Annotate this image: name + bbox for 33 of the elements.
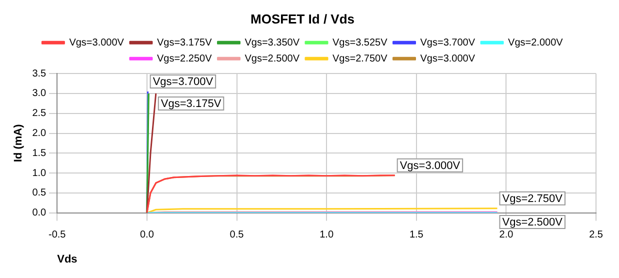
annotation: Vgs=3.175V — [160, 98, 222, 110]
x-tick-label: 2.5 — [589, 230, 604, 241]
legend-label: Vgs=3.175V — [156, 37, 212, 48]
x-tick-label: 1.5 — [409, 230, 424, 241]
x-tick-label: 0.0 — [140, 230, 154, 241]
annotation: Vgs=2.500V — [502, 216, 564, 229]
legend-label: Vgs=3.000V — [420, 53, 476, 64]
y-tick-label: 1.5 — [32, 148, 47, 159]
annotation: Vgs=3.700V — [152, 76, 214, 88]
y-axis-title: Id (mA) — [12, 124, 25, 162]
legend-label: Vgs=2.500V — [244, 53, 300, 64]
y-tick-label: 0.0 — [32, 208, 47, 219]
y-tick-label: 0.5 — [32, 188, 47, 199]
y-tick-label: 3.5 — [32, 68, 47, 80]
legend-label: Vgs=3.700V — [420, 37, 476, 48]
y-tick-label: 2.0 — [32, 128, 47, 140]
x-tick-label: 0.5 — [230, 230, 244, 241]
x-tick-label: 1.0 — [320, 230, 334, 241]
y-tick-label: 2.5 — [32, 108, 47, 120]
y-tick-label: 1.0 — [32, 168, 47, 179]
annotation: Vgs=2.750V — [502, 192, 564, 205]
legend-label: Vgs=3.000V — [69, 37, 124, 48]
legend-label: Vgs=3.525V — [332, 37, 388, 48]
chart-title: MOSFET Id / Vds — [250, 11, 355, 26]
y-tick-label: 3.0 — [32, 88, 47, 100]
x-axis-title: Vds — [57, 253, 78, 266]
annotation: Vgs=3.000V — [400, 160, 461, 172]
legend-label: Vgs=3.350V — [244, 37, 300, 48]
legend-label: Vgs=2.000V — [508, 37, 564, 48]
legend-label: Vgs=2.250V — [156, 53, 212, 64]
legend-label: Vgs=2.750V — [332, 53, 388, 64]
x-tick-label: 2.0 — [499, 230, 514, 241]
x-tick-label: -0.5 — [48, 230, 66, 241]
